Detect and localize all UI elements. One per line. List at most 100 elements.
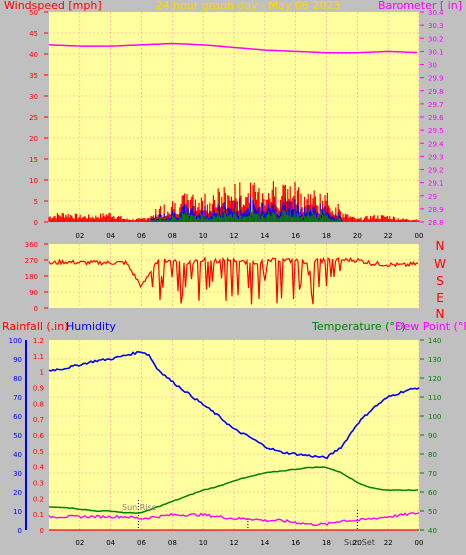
temp-x-tick-label: 04: [106, 539, 115, 547]
wind-x-tick-label: 00: [415, 232, 424, 240]
wind-tick-label: 20: [29, 135, 38, 143]
humidity-line: [48, 350, 420, 460]
dewpoint-line: [48, 511, 420, 527]
temperature-tick-label: 120: [428, 375, 441, 383]
rain-tick-label: 1.2: [33, 337, 44, 345]
humidity-tick-label: 50: [13, 432, 22, 440]
compass-e: E: [436, 291, 444, 305]
temperature-y-ticks: 40 50 60 70 80 90 100 110 120 130 140: [420, 337, 441, 535]
temp-x-tick-label: 14: [260, 539, 269, 547]
temp-x-tick-label: 08: [168, 539, 177, 547]
temp-x-tick-label: 22: [384, 539, 393, 547]
rain-tick-label: 0.5: [33, 448, 44, 456]
humidity-y-ticks: 0 10 20 30 40 50 60 70 80 90 100: [9, 337, 22, 535]
wind-tick-label: 35: [29, 72, 38, 80]
barometer-tick-label: 29.2: [428, 167, 444, 175]
direction-tick-label: 0: [34, 305, 38, 313]
wind-direction-panel: 360 270 180 90 0 N W S E N: [25, 239, 446, 321]
temperature-tick-label: 70: [428, 470, 437, 478]
rain-tick-label: 0.9: [33, 385, 44, 393]
barometer-tick-label: 30.1: [428, 48, 444, 56]
wind-grid: [49, 12, 420, 222]
rain-tick-label: 0.7: [33, 416, 44, 424]
barometer-line: [48, 42, 418, 54]
wind-x-tick-label: 20: [353, 232, 362, 240]
compass-n-bottom: N: [436, 307, 445, 321]
temp-x-tick-label: 06: [137, 539, 146, 547]
barometer-tick-label: 29.5: [428, 127, 444, 135]
direction-tick-label: 90: [29, 289, 38, 297]
temp-x-tick-label: 00: [415, 539, 424, 547]
direction-tick-label: 360: [25, 241, 38, 249]
humidity-tick-label: 20: [13, 489, 22, 497]
dewpoint-axis-label: Dew Point (°F): [395, 320, 466, 333]
rain-tick-label: 0.6: [33, 432, 45, 440]
rainfall-axis-label: Rainfall (.in): [2, 320, 69, 333]
humidity-tick-label: 100: [9, 337, 22, 345]
barometer-axis-label: Barometer [ in]: [378, 0, 462, 12]
direction-tick-label: 180: [25, 273, 38, 281]
wind-series: [48, 42, 420, 222]
temp-series: [48, 350, 420, 531]
barometer-tick-label: 30.4: [428, 9, 444, 17]
wind-x-tick-label: 22: [384, 232, 393, 240]
rain-tick-label: 1: [40, 369, 44, 377]
rain-tick-label: 0.2: [33, 495, 44, 503]
wind-x-ticks: 02 04 06 08 10 12 14 16 18 20 22 00: [75, 232, 423, 240]
compass-s: S: [436, 274, 444, 288]
temperature-axis-label: Temperature (°F): [311, 320, 406, 333]
rain-tick-label: 0.3: [33, 480, 44, 488]
temp-x-tick-label: 10: [199, 539, 208, 547]
wind-x-tick-label: 04: [106, 232, 115, 240]
barometer-tick-label: 29.9: [428, 75, 444, 83]
wind-x-tick-label: 16: [291, 232, 300, 240]
direction-grid: [49, 244, 420, 308]
wind-x-tick-label: 10: [199, 232, 208, 240]
temp-x-ticks: 02 04 06 08 10 12 14 16 18 20 22 00: [25, 340, 424, 547]
chart-title: 24 hour graph day - May 06 2023: [156, 0, 341, 12]
humidity-axis-label: Humidity: [66, 320, 116, 333]
barometer-tick-label: 29.3: [428, 153, 444, 161]
temperature-line: [49, 466, 419, 514]
wind-tick-label: 40: [29, 51, 38, 59]
temperature-tick-label: 130: [428, 356, 441, 364]
temperature-tick-label: 50: [428, 508, 437, 516]
rain-tick-label: 1.1: [33, 353, 44, 361]
temperature-tick-label: 60: [428, 489, 437, 497]
rain-y-ticks: 0 0.1 0.2 0.3 0.4 0.5 0.6 0.7 0.8 0.9 1 1.1 1.2: [33, 337, 45, 535]
temp-x-tick-label: 12: [230, 539, 239, 547]
wind-tick-label: 45: [29, 30, 38, 38]
barometer-tick-label: 29.1: [428, 180, 444, 188]
barometer-tick-label: 29: [428, 193, 437, 201]
barometer-tick-label: 28.9: [428, 206, 444, 214]
wind-tick-label: 0: [34, 219, 38, 227]
rain-tick-label: 0.4: [33, 464, 45, 472]
barometer-tick-label: 30.2: [428, 35, 444, 43]
rain-tick-label: 0.1: [33, 511, 44, 519]
wind-tick-label: 30: [29, 93, 38, 101]
direction-series: [48, 256, 419, 305]
barometer-tick-label: 30: [428, 62, 437, 70]
wind-x-tick-label: 06: [137, 232, 146, 240]
wind-x-tick-label: 02: [75, 232, 84, 240]
temperature-tick-label: 40: [428, 527, 437, 535]
wind-y-ticks: 0 5 10 15 20 25 30 35 40 45 50: [29, 9, 48, 227]
temperature-tick-label: 100: [428, 413, 441, 421]
barometer-tick-label: 29.4: [428, 140, 444, 148]
humidity-tick-label: 90: [13, 356, 22, 364]
temperature-tick-label: 80: [428, 451, 437, 459]
barometer-tick-label: 29.8: [428, 88, 444, 96]
barometer-tick-label: 29.7: [428, 101, 444, 109]
barometer-tick-label: 28.8: [428, 219, 444, 227]
humidity-tick-label: 30: [13, 470, 22, 478]
wind-tick-label: 5: [34, 198, 38, 206]
compass-n-top: N: [436, 239, 445, 253]
wind-tick-label: 10: [29, 177, 38, 185]
wind-x-tick-label: 12: [230, 232, 239, 240]
barometer-tick-label: 29.6: [428, 114, 444, 122]
direction-tick-label: 270: [25, 257, 38, 265]
humidity-tick-label: 0: [18, 527, 22, 535]
humidity-tick-label: 10: [13, 508, 22, 516]
